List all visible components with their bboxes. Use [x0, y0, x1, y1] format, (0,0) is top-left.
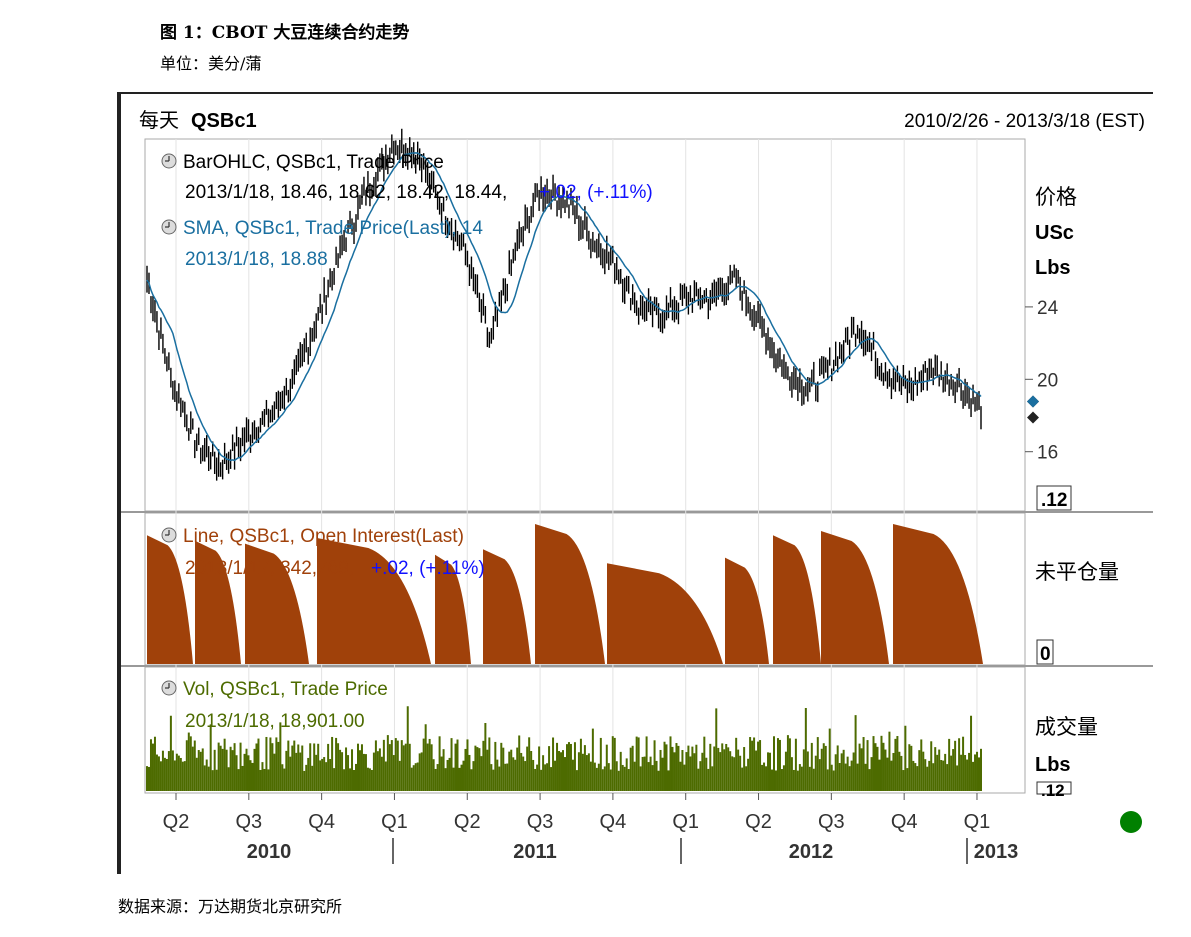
vol-legend: Vol, QSBc1, Trade Price 2013/1/18, 18,90… — [161, 679, 388, 732]
y-tick-label-24: 24 — [1037, 298, 1059, 319]
x-tick-label-q2: Q2 — [454, 811, 481, 833]
price-series-values: 2013/1/18, 18.46, 18.62, 18.42, 18.44, — [185, 182, 507, 203]
frequency-label: 每天 — [139, 108, 179, 132]
oi-block — [773, 535, 821, 664]
oi-block — [483, 549, 531, 664]
oi-block — [195, 540, 241, 664]
x-axis: Q2 Q3 Q4 Q1 Q2 Q3 Q4 Q1 Q2 Q3 Q4 Q1 2010 2011 2012 2013 — [163, 793, 1019, 864]
year-label-2010: 2010 — [247, 841, 292, 863]
oi-axis-title: 未平仓量 — [1035, 560, 1119, 584]
oi-series-name: Line, QSBc1, Open Interest(Last) — [183, 526, 464, 547]
oi-series-values: 2013/1/17, 342,769, — [185, 558, 354, 579]
status-dot[interactable] — [1120, 811, 1142, 833]
price-series-name: BarOHLC, QSBc1, Trade Price — [183, 152, 444, 173]
figure-unit: 单位：美分/蒲 — [160, 54, 262, 73]
price-legend-1: BarOHLC, QSBc1, Trade Price 2013/1/18, 1… — [161, 152, 653, 203]
oi-legend: Line, QSBc1, Open Interest(Last) 2013/1/… — [161, 526, 485, 579]
vol-axis-unit: Lbs — [1035, 754, 1071, 776]
year-label-2011: 2011 — [513, 841, 556, 863]
x-tick-label-q3: Q3 — [818, 811, 845, 833]
x-tick-label-q3: Q3 — [235, 811, 262, 833]
symbol-label: QSBc1 — [191, 110, 257, 132]
y-tick-label-20: 20 — [1037, 370, 1058, 391]
vol-series-name: Vol, QSBc1, Trade Price — [183, 679, 388, 700]
oi-block — [245, 543, 309, 664]
price-axis: 价格 USc Lbs .12 — [1035, 185, 1077, 511]
oi-scale-box: 0 — [1040, 644, 1051, 665]
chart-canvas: 每天 QSBc1 2010/2/26 - 2013/3/18 (EST) Bar… — [121, 108, 1153, 864]
vol-axis-title: 成交量 — [1035, 715, 1098, 739]
x-tick-label-q2: Q2 — [163, 811, 190, 833]
oi-block — [435, 554, 471, 664]
oi-block — [893, 524, 983, 664]
figure-title: 图 1：CBOT 大豆连续合约走势 — [160, 23, 410, 43]
oi-block — [725, 557, 769, 664]
oi-series-change: +.02, (+.11%) — [371, 558, 485, 579]
price-scale-box: .12 — [1041, 490, 1067, 511]
sma-last-marker — [1027, 395, 1039, 408]
x-tick-label-q4: Q4 — [308, 811, 335, 833]
oi-block — [535, 524, 605, 664]
x-tick-label-q1: Q1 — [672, 811, 699, 833]
year-label-2013: 2013 — [974, 841, 1019, 863]
vol-scale-box: .12 — [1041, 781, 1065, 800]
price-axis-unit2: Lbs — [1035, 257, 1071, 279]
figure-source: 数据来源：万达期货北京研究所 — [118, 897, 343, 916]
sma-line — [146, 152, 982, 462]
price-panel — [144, 138, 1026, 512]
chart-frame: 每天 QSBc1 2010/2/26 - 2013/3/18 (EST) Bar… — [117, 92, 1153, 874]
x-tick-label-q1: Q1 — [381, 811, 408, 833]
vol-series-values: 2013/1/18, 18,901.00 — [185, 711, 365, 732]
sma-series-values: 2013/1/18, 18.88 — [185, 249, 328, 270]
x-tick-label-q4: Q4 — [891, 811, 918, 833]
year-label-2012: 2012 — [789, 841, 834, 863]
price-legend-2: SMA, QSBc1, Trade Price(Last), 14 2013/1… — [161, 218, 483, 270]
date-range-label: 2010/2/26 - 2013/3/18 (EST) — [904, 111, 1145, 132]
oi-block — [821, 531, 889, 664]
y-tick-label-16: 16 — [1037, 443, 1058, 464]
sma-series-name: SMA, QSBc1, Trade Price(Last), 14 — [183, 218, 483, 239]
x-tick-label-q2: Q2 — [745, 811, 772, 833]
price-axis-unit: USc — [1035, 222, 1074, 244]
oi-block — [607, 563, 723, 664]
price-axis-title: 价格 — [1035, 185, 1077, 209]
x-tick-label-q3: Q3 — [527, 811, 554, 833]
price-series-change: +.02, (+.11%) — [539, 182, 653, 203]
x-tick-label-q4: Q4 — [600, 811, 627, 833]
oi-block — [317, 538, 431, 664]
x-tick-label-q1: Q1 — [964, 811, 991, 833]
oi-block — [147, 535, 193, 664]
